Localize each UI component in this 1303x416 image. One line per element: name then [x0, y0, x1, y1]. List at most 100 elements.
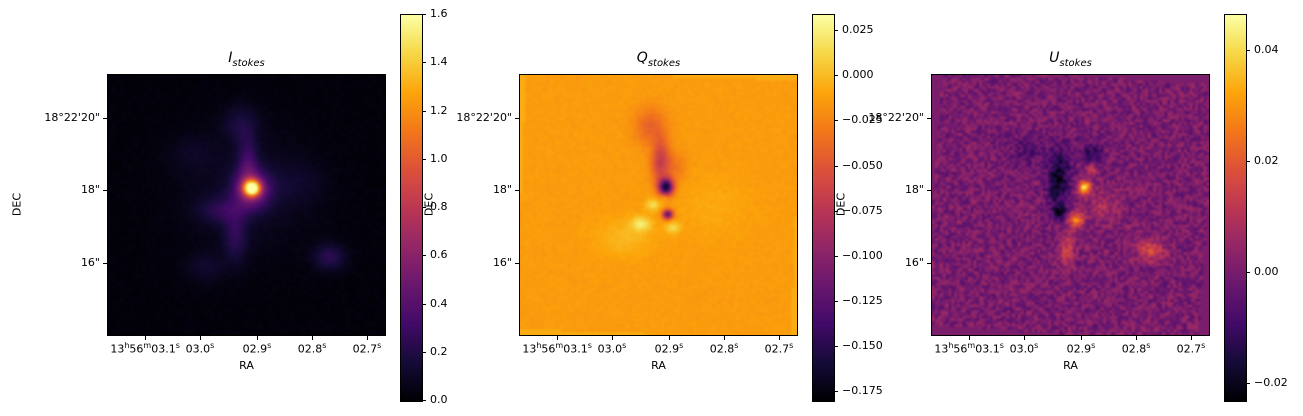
colorbar-tick-label: −0.125 [842, 293, 883, 307]
colorbar-tick [834, 30, 838, 32]
x-tick-label: 03.0s [185, 341, 215, 356]
colorbar-tick-label: 1.2 [430, 103, 448, 117]
colorbar-tick [1246, 50, 1250, 52]
colorbar [1224, 14, 1247, 402]
y-tick [927, 189, 931, 191]
panel-title-symbol: Q [636, 50, 648, 66]
x-tick [1136, 336, 1138, 340]
plot-area [931, 74, 1210, 336]
colorbar-tick-label: 0.4 [430, 296, 448, 310]
heatmap-canvas [520, 75, 797, 335]
x-axis-label: RA [239, 359, 254, 372]
y-tick [103, 189, 107, 191]
x-tick-label: 02.8s [1121, 341, 1151, 356]
heatmap-canvas [932, 75, 1209, 335]
x-tick [257, 336, 258, 340]
x-tick [200, 336, 201, 340]
panel-title-subscript: stokes [1059, 57, 1092, 69]
y-tick-label: 18°22'20" [456, 110, 512, 124]
colorbar-tick [422, 303, 426, 305]
colorbar-tick [834, 300, 838, 302]
plot-area [107, 74, 386, 336]
y-tick-label: 18" [492, 182, 512, 196]
colorbar-tick-label: −0.025 [842, 113, 883, 127]
x-axis-label: RA [1063, 359, 1078, 372]
x-tick-label: 13h56m03.1s [522, 341, 592, 356]
y-tick [103, 263, 107, 264]
x-axis-label: RA [651, 359, 666, 372]
colorbar-tick-label: 0.04 [1254, 43, 1279, 57]
colorbar-tick [422, 351, 426, 353]
x-tick [669, 336, 670, 340]
y-tick-label: 16" [492, 256, 512, 269]
colorbar-tick [834, 210, 838, 212]
x-tick-label: 02.7s [764, 341, 794, 356]
colorbar-tick [1246, 383, 1250, 385]
colorbar-tick [834, 255, 838, 257]
x-tick [1024, 336, 1025, 340]
colorbar-tick-label: 1.4 [430, 55, 448, 69]
stokes-u-panel: Ustokes DEC RA 0.04 0.02 0.00 −0.02 13h56m03… [824, 0, 1288, 416]
colorbar-tick-label: −0.02 [1254, 376, 1288, 390]
x-tick [312, 336, 314, 340]
y-tick-label: 16" [904, 256, 924, 269]
panel-title: Istokes [108, 50, 385, 69]
colorbar-tick-label: −0.150 [842, 338, 883, 352]
x-tick [1081, 336, 1082, 340]
colorbar-canvas [1225, 15, 1246, 401]
colorbar-tick-label: −0.050 [842, 158, 883, 172]
panel-title-subscript: stokes [647, 57, 681, 69]
colorbar-tick-label: 0.6 [430, 248, 448, 262]
x-tick-label: 02.8s [297, 341, 327, 356]
plot-area [519, 74, 798, 336]
x-tick-label: 02.7s [352, 341, 382, 356]
colorbar-tick [422, 400, 426, 401]
x-tick-label: 02.9s [242, 341, 272, 356]
x-tick-label: 02.7s [1176, 341, 1206, 356]
colorbar-tick [1246, 272, 1250, 274]
y-tick-label: 18" [80, 182, 100, 196]
colorbar-tick-label: 0.00 [1254, 265, 1279, 279]
x-tick [1191, 336, 1192, 340]
colorbar-tick-label: −0.075 [842, 203, 883, 217]
x-tick [969, 336, 971, 340]
x-tick-label: 13h56m03.1s [110, 341, 180, 356]
y-tick-label: 18°22'20" [868, 110, 924, 124]
colorbar-tick [834, 165, 838, 167]
y-tick-label: 16" [80, 256, 100, 269]
x-tick [724, 336, 726, 340]
x-tick-label: 02.8s [709, 341, 739, 356]
panel-title: Qstokes [520, 50, 797, 69]
panel-title-subscript: stokes [232, 57, 265, 69]
x-tick [612, 336, 613, 340]
x-tick-label: 02.9s [1066, 341, 1096, 356]
colorbar-tick [834, 391, 838, 392]
colorbar-tick-label: 1.6 [430, 7, 448, 20]
y-tick [927, 263, 931, 264]
colorbar-tick [422, 14, 426, 15]
colorbar-tick-label: 0.0 [430, 393, 448, 406]
colorbar-tick [422, 158, 426, 160]
colorbar-tick-label: 0.2 [430, 344, 448, 358]
y-tick [515, 117, 519, 119]
panel-title-symbol: I [228, 50, 233, 66]
colorbar [400, 14, 423, 402]
y-tick-label: 18" [904, 182, 924, 196]
panel-title-symbol: U [1049, 50, 1060, 66]
y-tick [103, 117, 107, 119]
x-tick [367, 336, 368, 340]
colorbar-tick-label: 0.000 [842, 68, 874, 82]
y-tick [927, 117, 931, 119]
colorbar-tick-label: −0.175 [842, 384, 883, 397]
colorbar-tick-label: 0.025 [842, 23, 874, 37]
y-tick-label: 18°22'20" [44, 110, 100, 124]
x-tick-label: 13h56m03.1s [934, 341, 1004, 356]
y-tick [515, 189, 519, 191]
stokes-i-panel: Istokes DEC RA 1.6 1.4 1.2 1.0 0.8 0.6 0.4 0.2 0… [0, 0, 448, 416]
colorbar-canvas [813, 15, 834, 401]
stokes-q-panel: Qstokes DEC RA 0.025 0.000 −0.025 −0.050 −0.… [412, 0, 883, 416]
colorbar-tick [422, 110, 426, 112]
colorbar-tick [834, 120, 838, 122]
y-tick [515, 263, 519, 264]
